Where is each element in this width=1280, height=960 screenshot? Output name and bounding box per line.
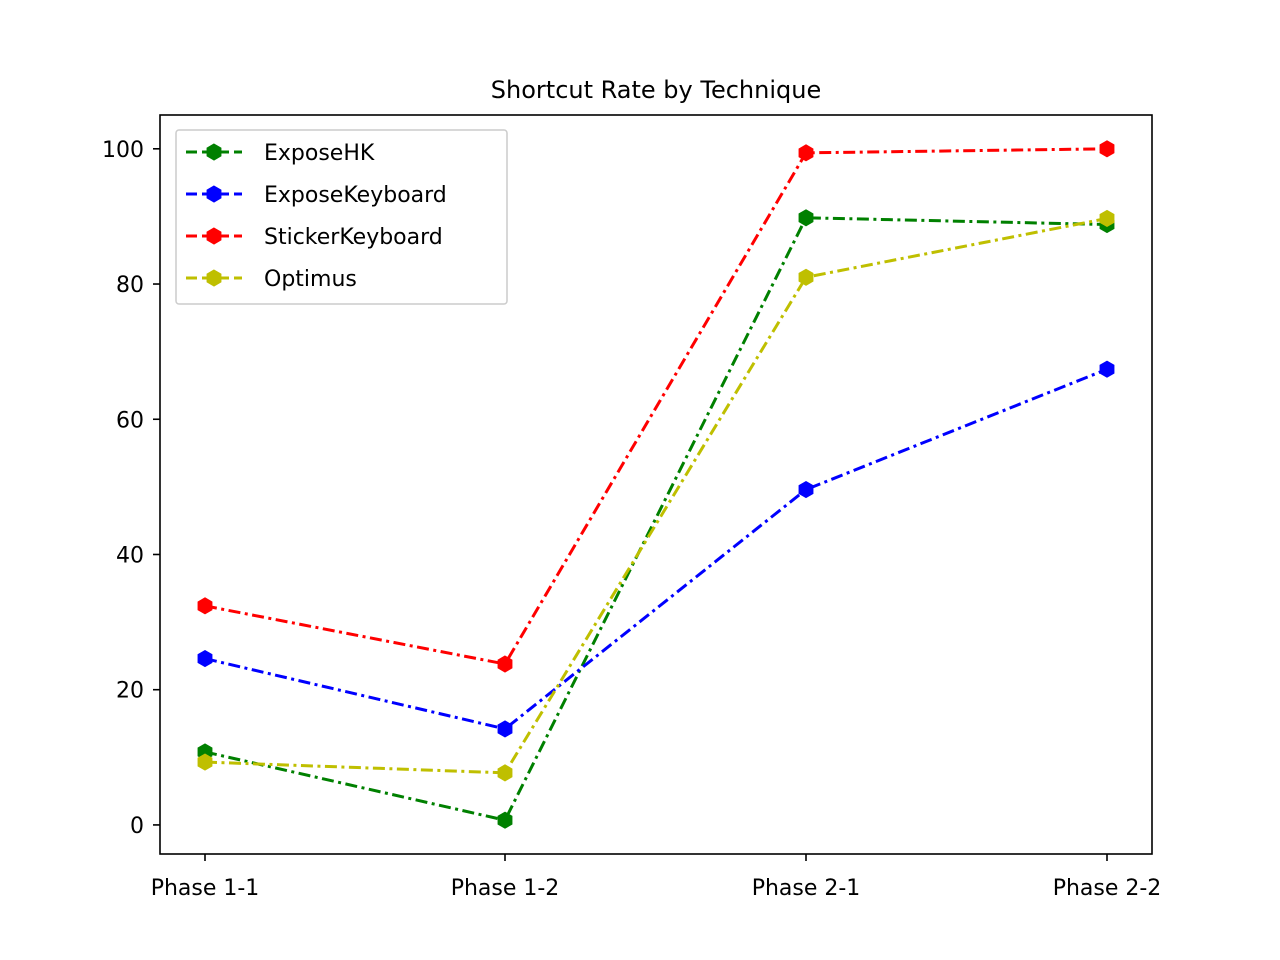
- data-point: [197, 650, 213, 668]
- legend-marker: [206, 143, 222, 161]
- x-tick-label: Phase 2-2: [1053, 876, 1162, 901]
- axes: 0 20 40 60 80 100 Phase 1-1 Phase 1-2 Phase 2-1 P…: [102, 114, 1162, 901]
- legend: ExposeHK ExposeKeyboard StickerKeyboard Opt…: [175, 129, 508, 305]
- data-point: [497, 720, 513, 738]
- series-ExposeKeyboard: [197, 360, 1115, 738]
- data-point: [497, 764, 513, 782]
- legend-marker: [206, 185, 222, 203]
- chart-title: Shortcut Rate by Technique: [491, 76, 821, 104]
- y-tick-label: 0: [130, 814, 144, 839]
- series-StickerKeyboard: [197, 140, 1115, 673]
- legend-label: ExposeHK: [264, 141, 375, 166]
- legend-entry: StickerKeyboard: [186, 225, 443, 250]
- data-point: [1099, 360, 1115, 378]
- data-point: [497, 811, 513, 829]
- data-point: [798, 209, 814, 227]
- legend-entry: ExposeKeyboard: [186, 183, 447, 208]
- series-line: [204, 367, 1108, 731]
- x-tick-label: Phase 1-2: [451, 876, 560, 901]
- data-point: [798, 144, 814, 162]
- data-point: [798, 268, 814, 286]
- legend-label: ExposeKeyboard: [264, 183, 447, 208]
- y-tick-label: 80: [116, 273, 144, 298]
- series-line: [204, 216, 1108, 822]
- plot-frame: [159, 114, 1153, 855]
- legend-label: Optimus: [264, 267, 357, 292]
- data-point: [197, 597, 213, 615]
- data-point: [1099, 209, 1115, 228]
- x-tick-label: Phase 2-1: [752, 876, 861, 901]
- data-point: [197, 753, 213, 771]
- legend-marker: [206, 269, 222, 287]
- legend-entry: Optimus: [186, 267, 357, 292]
- data-point: [798, 480, 814, 499]
- series-Optimus: [197, 209, 1115, 782]
- legend-box: [175, 129, 508, 305]
- y-tick-label: 100: [102, 138, 144, 163]
- y-tick-label: 60: [116, 408, 144, 433]
- data-point: [497, 655, 513, 673]
- data-point: [1099, 140, 1115, 158]
- y-tick-label: 40: [116, 543, 144, 568]
- y-tick-label: 20: [116, 679, 144, 704]
- series-line: [204, 216, 1108, 775]
- legend-entry: ExposeHK: [186, 141, 375, 166]
- legend-marker: [206, 227, 222, 245]
- plot-area: [197, 140, 1115, 829]
- legend-label: StickerKeyboard: [264, 225, 443, 250]
- series-line: [204, 147, 1108, 666]
- x-tick-label: Phase 1-1: [151, 876, 260, 901]
